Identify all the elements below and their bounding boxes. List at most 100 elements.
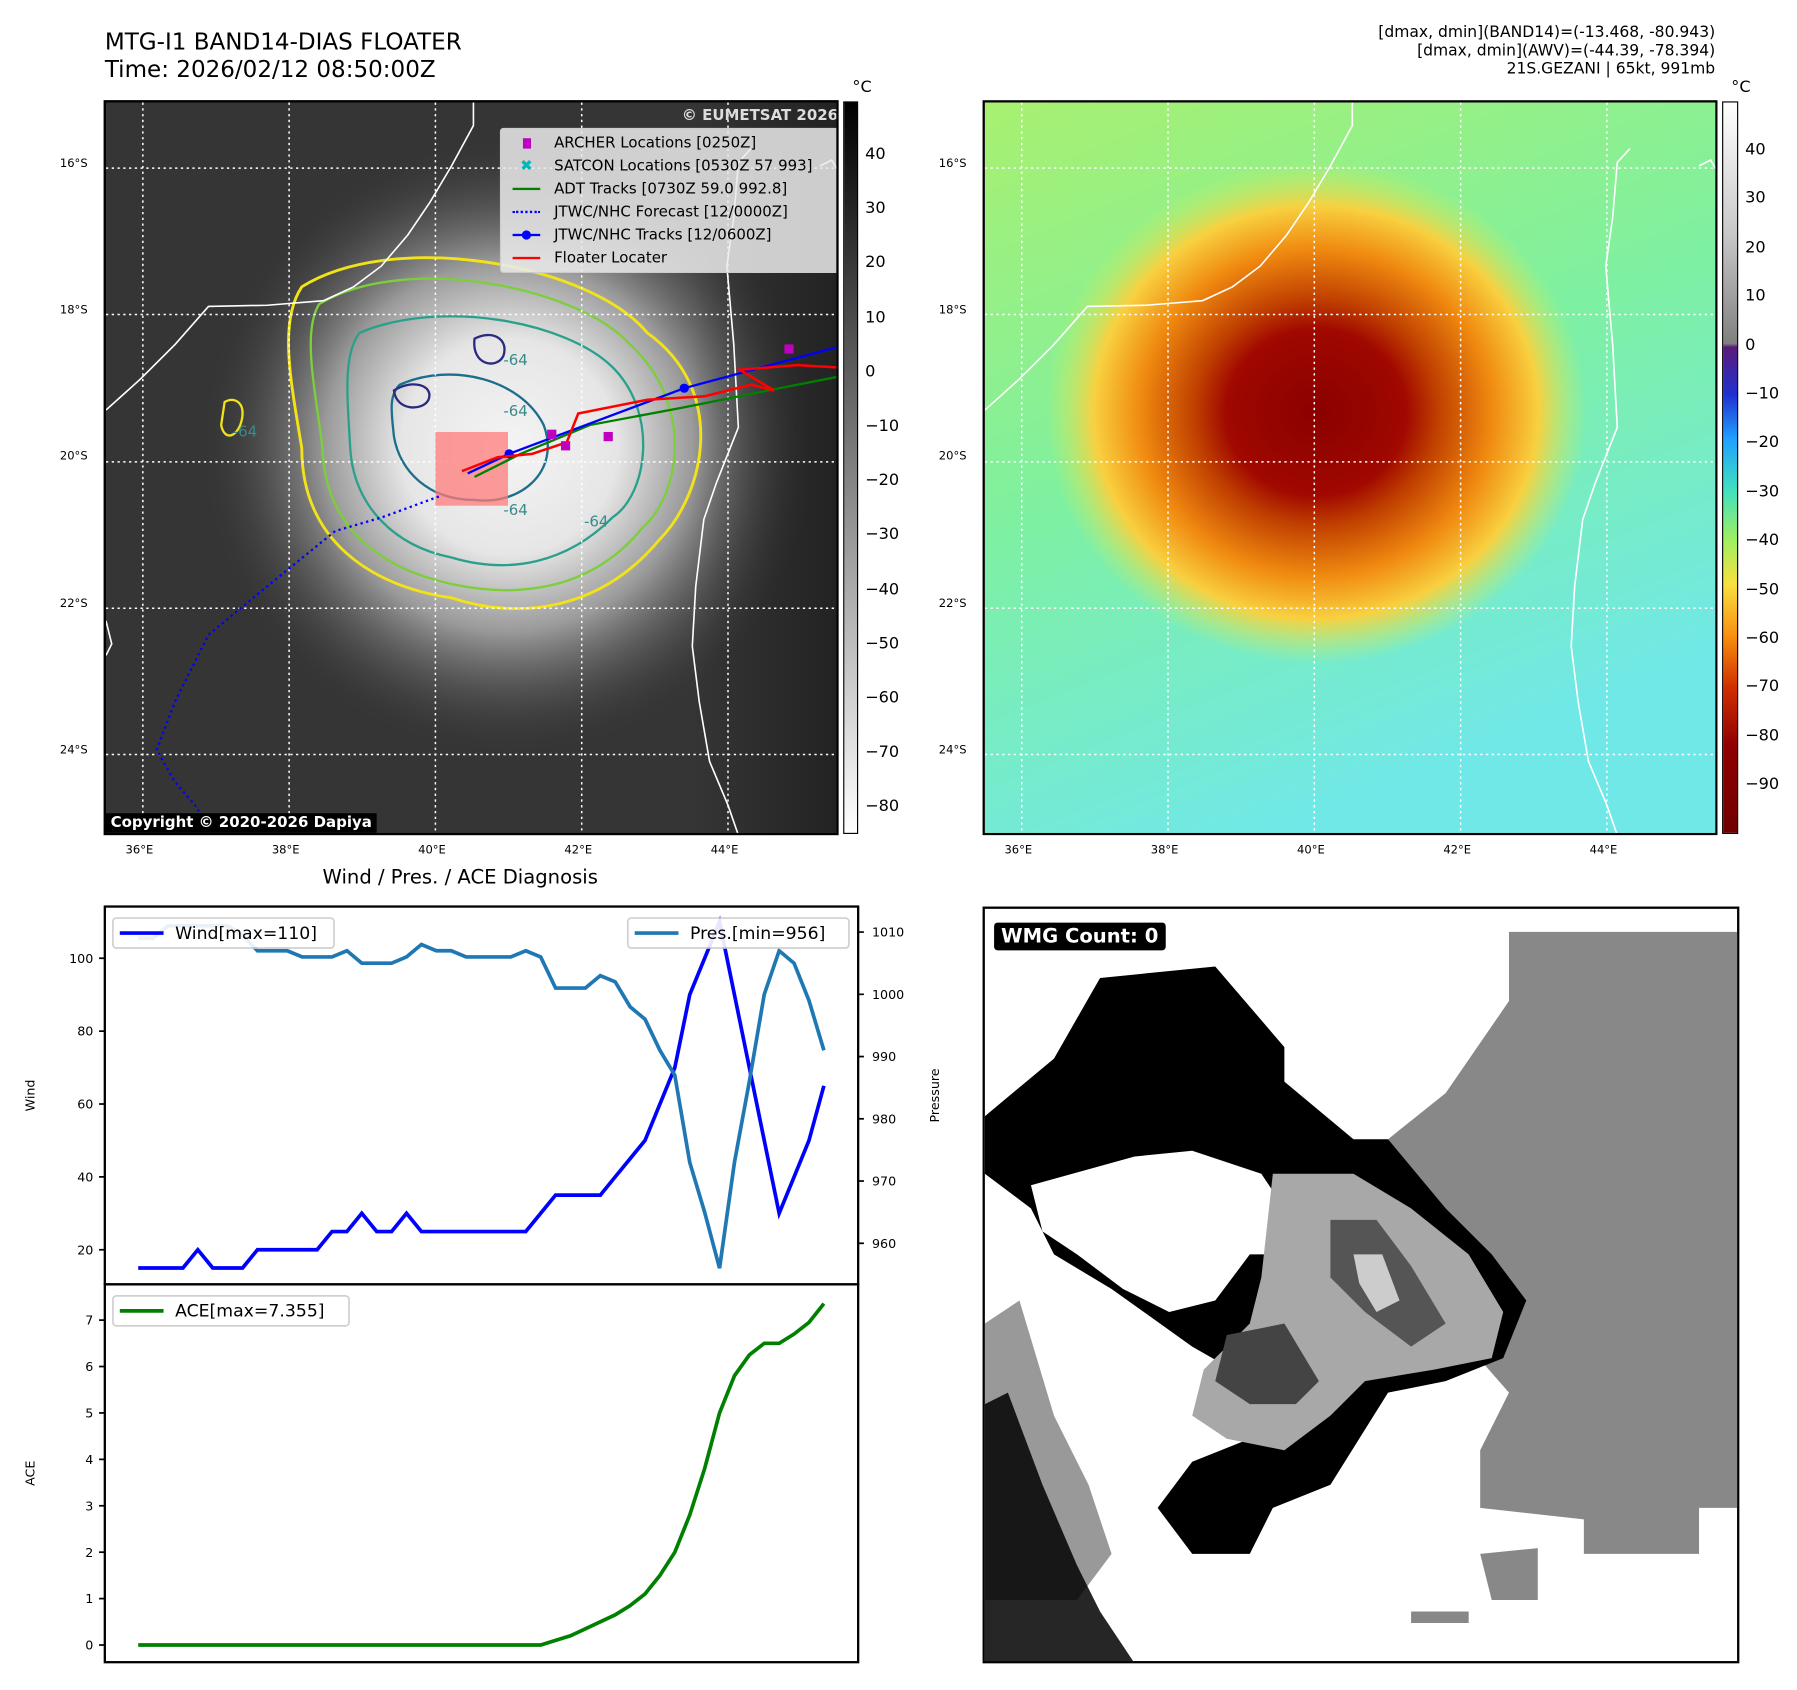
colorbar-band14 [843, 101, 859, 834]
colorbar-tick: −60 [865, 688, 900, 708]
contour-yellow-small [219, 398, 244, 437]
y-tick-label: 20 [77, 1242, 93, 1257]
wmg-gray-patch [1480, 1548, 1538, 1600]
y-tick-label: 4 [85, 1452, 93, 1467]
y-tick-label: 80 [77, 1024, 93, 1039]
lon-label: 40°E [418, 844, 446, 858]
colorbar-tick: −20 [1745, 433, 1780, 452]
colorbar-tick: 40 [865, 145, 886, 164]
colorbar-tick: −40 [865, 580, 900, 599]
lat-label: 22°S [59, 597, 88, 611]
legend-label: Wind[max=110] [175, 924, 317, 944]
wmg-canvas [984, 931, 1738, 1662]
archer-locations [547, 344, 794, 451]
lat-label: 24°S [59, 744, 88, 757]
colorbar-tick: −70 [865, 743, 900, 762]
line-dot-icon [506, 230, 547, 240]
wmg-dark-patch [1215, 1323, 1319, 1405]
convection-core [1019, 142, 1665, 742]
colorbar-tick: 20 [865, 253, 886, 273]
legend-item: JTWC/NHC Tracks [12/0600Z] [506, 223, 833, 246]
colorbar-tick: 40 [1745, 140, 1766, 159]
lat-label: 20°S [938, 450, 967, 464]
y-axis-label: ACE [23, 1461, 38, 1486]
contour-label: -64 [584, 512, 608, 530]
graticule [984, 102, 1716, 833]
wmg-gray-region [1388, 931, 1738, 1554]
lon-label: 36°E [125, 844, 154, 858]
colorbar-tick: −30 [1745, 482, 1780, 501]
y2-tick-label: 1010 [872, 925, 904, 940]
colorbar-tick: −10 [1745, 384, 1780, 404]
wmg-black-left [984, 1392, 1134, 1662]
y2-tick-label: 990 [872, 1049, 896, 1064]
colorbar-tick: 20 [1745, 238, 1766, 257]
storm-id: 21S.GEZANI | 65kt, 991mb [1506, 59, 1716, 79]
ir-satellite-map[interactable]: -64 -64 -64 -64 -64 © EUMETSAT 2026 ARCH… [103, 100, 839, 836]
y2-tick-label: 1000 [872, 987, 904, 1002]
y2-tick-label: 980 [872, 1111, 896, 1126]
floater-box [435, 431, 508, 506]
contour-label: -64 [503, 501, 527, 519]
chart-axes-1 [103, 1283, 860, 1664]
legend-item: ARCHER Locations [0250Z] [506, 131, 833, 154]
lat-label: 24°S [938, 744, 967, 757]
awv-map-canvas [984, 102, 1716, 833]
lat-label: 16°S [59, 157, 88, 171]
y-tick-label: 0 [85, 1638, 93, 1653]
lon-label: 38°E [1150, 844, 1179, 858]
map-legend: ARCHER Locations [0250Z] ✖ SATCON Location… [499, 127, 837, 274]
contour-navy [392, 333, 506, 409]
lat-label: 20°S [59, 450, 88, 464]
wmg-black-region [984, 966, 1527, 1554]
title-time: Time: 2026/02/12 08:50:00Z [104, 55, 436, 83]
wind-pressure-ace-chart: 20406080100Wind96097098099010001010Press… [23, 905, 942, 1664]
lon-label: 44°E [1589, 844, 1618, 858]
legend-label: SATCON Locations [0530Z 57 993] [554, 157, 813, 175]
x-marker-icon: ✖ [520, 157, 533, 175]
legend-label: JTWC/NHC Tracks [12/0600Z] [554, 226, 772, 244]
colorbar-tick: −80 [865, 797, 900, 816]
contour-labels: -64 -64 -64 -64 -64 [233, 351, 609, 530]
wmg-white-region [1030, 1150, 1296, 1313]
legend-item: Floater Locater [506, 247, 833, 270]
contour-green [309, 277, 676, 592]
lat-label: 18°S [59, 304, 88, 317]
chart-legend [112, 917, 335, 949]
solid-line-icon [506, 256, 547, 260]
lat-label: 16°S [938, 157, 967, 171]
wmg-gray-patch [1411, 1611, 1469, 1624]
lon-label: 36°E [1004, 844, 1033, 858]
colorbar-tick: 0 [1745, 335, 1756, 355]
eumetsat-watermark: © EUMETSAT 2026 [682, 106, 838, 124]
colorbar-tick: −40 [1745, 531, 1780, 550]
legend-item: ✖ SATCON Locations [0530Z 57 993] [506, 154, 833, 177]
lon-label: 42°E [1443, 844, 1472, 858]
wmg-panel[interactable]: WMG Count: 0 [982, 906, 1740, 1664]
colorbar-tick: −10 [865, 416, 900, 436]
y-tick-label: 1 [85, 1591, 93, 1606]
adt-track [474, 375, 837, 478]
awv-enhanced-map[interactable] [982, 100, 1718, 836]
legend-label: ADT Tracks [0730Z 59.0 992.8] [554, 180, 788, 198]
colorbar-unit: °C [1731, 78, 1751, 97]
legend-label: Floater Locater [554, 249, 668, 267]
colorbar-tick: 30 [1745, 189, 1766, 208]
legend-label: JTWC/NHC Forecast [12/0000Z] [554, 203, 788, 221]
legend-label: ARCHER Locations [0250Z] [554, 134, 757, 152]
chart-axes-0 [103, 905, 860, 1286]
wmg-eye [1353, 1254, 1400, 1313]
legend-label: ACE[max=7.355] [175, 1302, 324, 1322]
colorbar-awv [1722, 101, 1739, 834]
contour-label: -64 [503, 351, 527, 369]
contour-label: -64 [233, 423, 257, 441]
y2-tick-label: 970 [872, 1174, 896, 1189]
contour-teal [346, 315, 645, 567]
lon-label: 38°E [271, 844, 300, 858]
colorbar-unit: °C [852, 78, 872, 97]
y-tick-label: 100 [69, 951, 93, 966]
legend-label: Pres.[min=956] [690, 924, 825, 944]
square-marker-icon [506, 137, 547, 149]
colorbar-tick: −60 [1745, 628, 1780, 648]
